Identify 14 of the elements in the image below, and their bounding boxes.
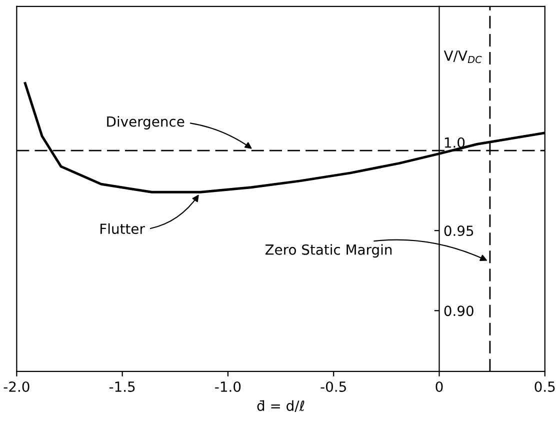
ref-line-label: Zero Static Margin: [265, 244, 392, 258]
x-tick-label: -0.5: [320, 381, 346, 392]
x-tick-label: 0: [436, 381, 443, 392]
x-tick-label: -2.0: [4, 381, 30, 392]
x-tick-label: -1.0: [215, 381, 241, 392]
x-tick-label: -1.5: [109, 382, 135, 392]
y-tick-label: 1.0: [444, 137, 465, 148]
y-tick-label: 0.95: [444, 226, 474, 236]
x-axis-title: d̄ = d/ℓ: [257, 400, 304, 412]
y-tick-label: 0.90: [444, 306, 474, 316]
ref-line-label: Divergence: [107, 116, 184, 130]
y-axis-title: V/V$_{DC}$: [444, 50, 482, 64]
x-tick-label: 0.5: [534, 381, 555, 392]
text: Flutter: [100, 223, 145, 234]
